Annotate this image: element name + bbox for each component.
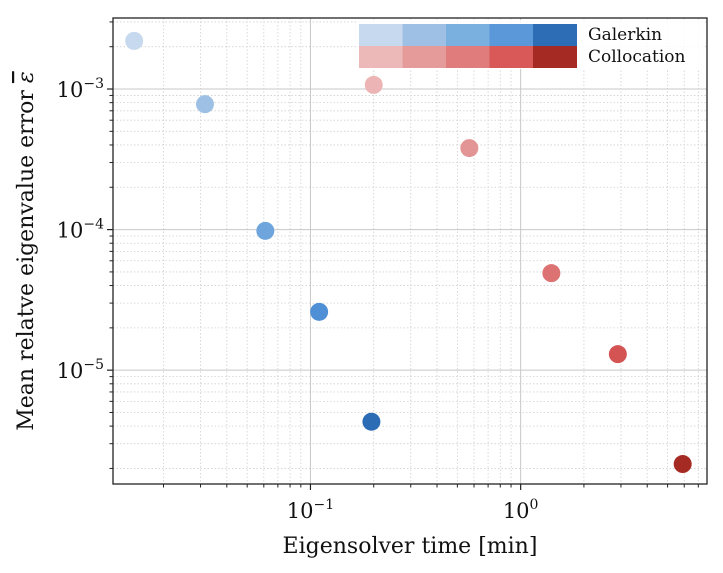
x-tick-label-exponent: 0	[530, 497, 539, 513]
x-tick-label-exponent: −1	[313, 497, 334, 513]
collocation-point	[542, 264, 561, 283]
collocation-point	[364, 75, 383, 94]
y-axis-title-symbol: ε	[14, 71, 39, 83]
collocation-point	[673, 455, 692, 474]
y-tick-label-exponent: −3	[83, 76, 104, 92]
galerkin-legend-swatch	[402, 24, 447, 46]
y-tick-label-mantissa: 10	[57, 78, 84, 102]
x-tick-label: 10−1	[287, 497, 334, 523]
galerkin-point	[256, 221, 275, 240]
y-tick-label: 10−3	[57, 76, 104, 102]
y-axis-title-main: Mean relatve eigenvalue error	[14, 90, 39, 431]
galerkin-legend-swatch	[533, 24, 577, 46]
collocation-legend-swatch	[446, 46, 490, 68]
galerkin-point	[310, 302, 329, 321]
y-tick-label: 10−5	[57, 357, 104, 383]
major-grid	[113, 18, 707, 484]
x-axis-title: Eigensolver time [min]	[283, 534, 538, 559]
y-tick-label: 10−4	[57, 217, 104, 243]
collocation-legend-swatch	[533, 46, 577, 68]
galerkin-legend-swatch	[489, 24, 534, 46]
collocation-legend-label: Collocation	[588, 47, 686, 67]
y-tick-label-exponent: −5	[83, 357, 104, 373]
galerkin-point	[362, 412, 381, 431]
x-tick-label: 100	[503, 497, 539, 523]
collocation-legend-swatch	[402, 46, 447, 68]
y-tick-label-exponent: −4	[83, 217, 104, 233]
galerkin-point	[125, 31, 144, 50]
galerkin-legend-label: Galerkin	[588, 25, 662, 45]
y-axis-title: Mean relatve eigenvalue error ε	[14, 71, 39, 431]
galerkin-legend-swatch	[359, 24, 403, 46]
collocation-legend-swatch	[359, 46, 403, 68]
collocation-point	[608, 345, 627, 364]
collocation-point	[460, 139, 479, 158]
galerkin-point	[195, 95, 214, 114]
y-tick-label-mantissa: 10	[57, 359, 84, 383]
data-points	[125, 31, 692, 474]
galerkin-legend-swatch	[446, 24, 490, 46]
x-tick-label-mantissa: 10	[287, 499, 314, 523]
collocation-legend-swatch	[489, 46, 534, 68]
y-tick-label-mantissa: 10	[57, 219, 84, 243]
x-tick-label-mantissa: 10	[503, 499, 530, 523]
